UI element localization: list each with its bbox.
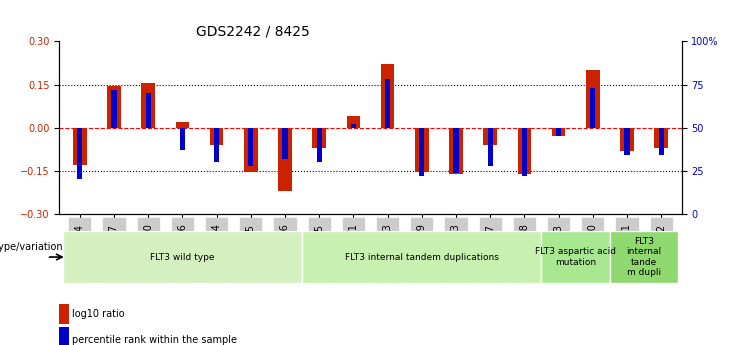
Bar: [316, 128, 322, 162]
Text: FLT3 internal tandem duplications: FLT3 internal tandem duplications: [345, 253, 499, 262]
Bar: [625, 128, 630, 155]
Text: FLT3
internal
tande
m dupli: FLT3 internal tande m dupli: [627, 237, 662, 277]
Bar: [248, 128, 253, 166]
Bar: [107, 86, 121, 128]
Bar: [449, 128, 463, 174]
Text: percentile rank within the sample: percentile rank within the sample: [72, 335, 236, 345]
Bar: [210, 128, 224, 145]
Bar: [111, 90, 116, 128]
Bar: [146, 93, 150, 128]
FancyBboxPatch shape: [610, 231, 678, 283]
Bar: [73, 128, 87, 165]
Bar: [142, 83, 155, 128]
Bar: [591, 88, 595, 128]
Bar: [453, 128, 459, 172]
Bar: [214, 128, 219, 162]
Bar: [620, 128, 634, 151]
FancyBboxPatch shape: [302, 231, 542, 283]
Bar: [419, 128, 425, 176]
Bar: [59, 304, 69, 324]
Bar: [488, 128, 493, 166]
Bar: [244, 128, 258, 172]
Bar: [282, 128, 288, 159]
Bar: [654, 128, 668, 148]
Bar: [350, 124, 356, 128]
Text: FLT3 aspartic acid
mutation: FLT3 aspartic acid mutation: [535, 247, 617, 267]
Bar: [180, 128, 185, 150]
Bar: [278, 128, 292, 191]
Bar: [517, 128, 531, 174]
Text: genotype/variation: genotype/variation: [0, 242, 63, 252]
Bar: [586, 70, 599, 128]
Bar: [59, 327, 69, 345]
Bar: [176, 122, 189, 128]
Bar: [385, 79, 391, 128]
Bar: [77, 128, 82, 179]
Bar: [483, 128, 497, 145]
Bar: [552, 128, 565, 136]
Bar: [556, 128, 561, 136]
Text: FLT3 wild type: FLT3 wild type: [150, 253, 215, 262]
Text: log10 ratio: log10 ratio: [72, 309, 124, 319]
Bar: [522, 128, 527, 176]
Bar: [415, 128, 428, 172]
Bar: [347, 116, 360, 128]
FancyBboxPatch shape: [542, 231, 610, 283]
Text: GDS2242 / 8425: GDS2242 / 8425: [196, 25, 310, 39]
FancyBboxPatch shape: [63, 231, 302, 283]
Bar: [381, 65, 394, 128]
Bar: [313, 128, 326, 148]
Bar: [659, 128, 664, 155]
